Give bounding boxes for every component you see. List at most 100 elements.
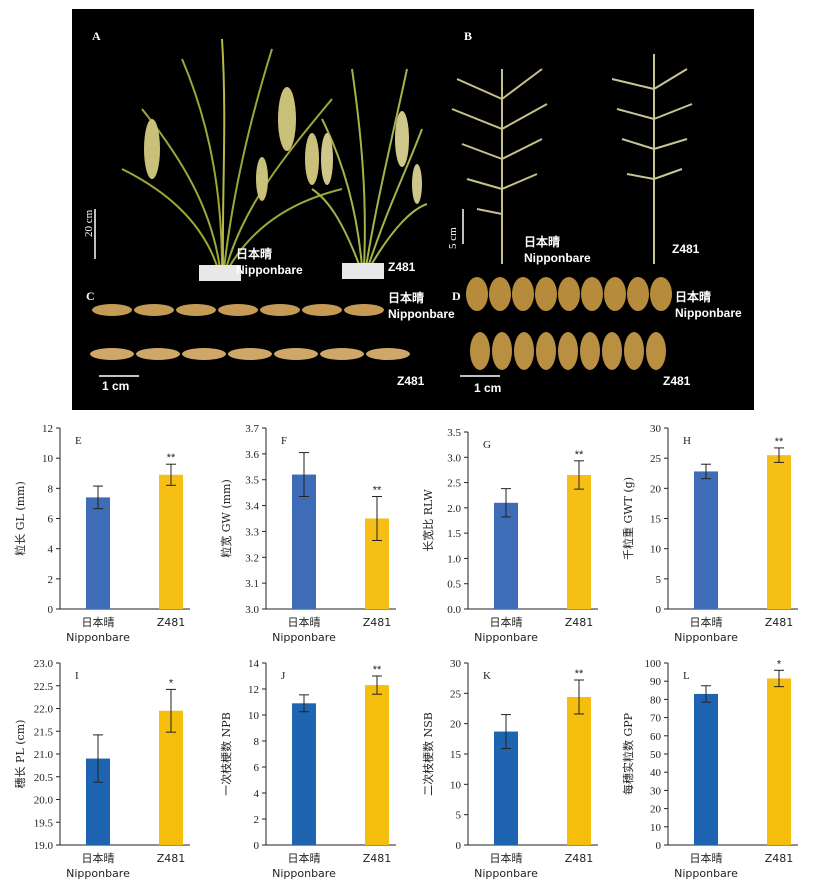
label-a-z481: Z481	[388, 260, 416, 274]
chart-j-y-axis-label: 一次枝梗数 NPB	[219, 712, 233, 796]
chart-l-ytick-label: 0	[656, 840, 662, 852]
grains-width-nipponbare-image	[466, 277, 672, 311]
chart-j-x-tick-label: Z481	[363, 852, 392, 865]
chart-e-panel-label: E	[75, 435, 82, 447]
chart-f-ytick-label: 3.6	[245, 449, 259, 461]
chart-j-significance: **	[373, 664, 382, 676]
chart-k-ytick-label: 30	[450, 658, 462, 670]
chart-h-ytick-label: 5	[656, 574, 662, 586]
chart-k-ytick-label: 10	[450, 779, 462, 791]
chart-g-x-tick-label: Z481	[565, 616, 594, 629]
chart-k-y-axis-label: 二次枝梗数 NSB	[421, 712, 435, 796]
chart-k-x-tick-label: Nipponbare	[474, 867, 538, 880]
chart-j-bar-z481	[365, 685, 389, 845]
chart-i-panel-label: I	[75, 670, 79, 682]
chart-j-ytick-label: 6	[254, 762, 260, 774]
label-d-z481: Z481	[663, 374, 691, 388]
label-d-nipponbare-cn: 日本晴	[675, 290, 712, 304]
photo-artwork	[90, 38, 693, 377]
grains-length-nipponbare-image	[92, 304, 384, 316]
chart-k-x-tick-label: Z481	[565, 852, 594, 865]
chart-j-panel-label: J	[281, 670, 286, 682]
label-b-z481: Z481	[672, 242, 700, 256]
chart-e-ytick-label: 2	[48, 574, 54, 586]
chart-h-ytick-label: 30	[650, 423, 662, 435]
chart-g-panel-label: G	[483, 439, 491, 451]
chart-i-ytick-label: 19.0	[34, 840, 54, 852]
chart-g-ytick-label: 0.5	[447, 579, 461, 591]
chart-e-ytick-label: 4	[48, 544, 54, 556]
chart-h-bar-nipponbare	[694, 471, 718, 609]
chart-i-ytick-label: 22.0	[34, 704, 54, 716]
chart-i-y-axis-label: 穗长 PL (cm)	[14, 720, 27, 789]
panicle-z481-image	[611, 54, 693, 264]
chart-g-ytick-label: 3.0	[447, 452, 461, 464]
panel-label-a: A	[92, 29, 101, 43]
chart-g-ytick-label: 1.0	[447, 553, 461, 565]
chart-e-x-tick-label: Z481	[157, 616, 186, 629]
chart-f-x-tick-label: Nipponbare	[272, 631, 336, 644]
chart-f-ytick-label: 3.4	[245, 501, 259, 513]
chart-l-x-tick-label: Nipponbare	[674, 867, 738, 880]
chart-f-ytick-label: 3.2	[245, 552, 259, 564]
chart-l-panel-label: L	[683, 670, 690, 682]
chart-e-ytick-label: 12	[42, 423, 53, 435]
chart-j-bar-nipponbare	[292, 703, 316, 845]
chart-l-ytick-label: 50	[650, 749, 662, 761]
chart-f-x-tick-label: Z481	[363, 616, 392, 629]
grains-length-z481-image	[90, 348, 410, 360]
chart-i-x-tick-label: Nipponbare	[66, 867, 130, 880]
chart-g-ytick-label: 3.5	[447, 427, 461, 439]
panicle-nipponbare-image	[451, 68, 548, 264]
chart-k-bar-z481	[567, 696, 591, 845]
chart-h-x-tick-label: Z481	[765, 616, 794, 629]
chart-i-ytick-label: 20.0	[34, 795, 54, 807]
chart-e-ytick-label: 6	[48, 514, 54, 526]
chart-l-bar-nipponbare	[694, 693, 718, 845]
chart-f-ytick-label: 3.3	[245, 526, 259, 538]
chart-g-x-tick-label: 日本晴	[490, 615, 523, 629]
chart-i-bar-z481	[159, 710, 183, 845]
chart-j-ytick-label: 0	[254, 840, 260, 852]
label-b-nipponbare-cn: 日本晴	[524, 235, 561, 249]
chart-k-x-tick-label: 日本晴	[490, 851, 523, 865]
chart-j-x-tick-label: 日本晴	[288, 851, 321, 865]
chart-l-bar-z481	[767, 678, 791, 845]
chart-i-ytick-label: 19.5	[34, 817, 54, 829]
chart-l-ytick-label: 90	[650, 676, 662, 688]
panel-label-c: C	[86, 289, 95, 303]
chart-e-x-tick-label: 日本晴	[82, 615, 115, 629]
label-c-nipponbare-en: Nipponbare	[388, 307, 455, 321]
chart-k-ytick-label: 15	[450, 749, 462, 761]
panel-label-d: D	[452, 289, 461, 303]
chart-e-bar-nipponbare	[86, 497, 110, 609]
chart-g-ytick-label: 1.5	[447, 528, 461, 540]
chart-h-panel-label: H	[683, 435, 691, 447]
plant-z481-image	[311, 68, 428, 268]
chart-i-ytick-label: 20.5	[34, 772, 54, 784]
chart-k-ytick-label: 25	[450, 688, 462, 700]
chart-g-y-axis-label: 长宽比 RLW	[421, 489, 435, 552]
chart-l-ytick-label: 70	[650, 713, 662, 725]
chart-g-ytick-label: 2.5	[447, 478, 461, 490]
photo-panel: A 20 cm 日本晴 Nipponbare Z481 B 5 cm 日本晴 N…	[72, 9, 754, 410]
chart-f-ytick-label: 3.5	[245, 475, 259, 487]
chart-j-ytick-label: 2	[254, 814, 260, 826]
chart-h-x-tick-label: Nipponbare	[674, 631, 738, 644]
chart-h-ytick-label: 15	[650, 514, 662, 526]
chart-i-ytick-label: 21.0	[34, 749, 54, 761]
chart-h-significance: **	[775, 436, 784, 448]
chart-l-ytick-label: 10	[650, 822, 662, 834]
chart-h-y-axis-label: 千粒重 GWT (g)	[621, 477, 635, 560]
chart-e-bar-z481	[159, 474, 183, 609]
chart-g-bar-z481	[567, 474, 591, 609]
chart-h-ytick-label: 25	[650, 453, 662, 465]
chart-h-ytick-label: 20	[650, 483, 662, 495]
chart-l-x-tick-label: Z481	[765, 852, 794, 865]
chart-i-significance: *	[169, 677, 174, 689]
chart-j-ytick-label: 12	[248, 684, 259, 696]
label-d-nipponbare-en: Nipponbare	[675, 306, 742, 320]
label-c-nipponbare-cn: 日本晴	[388, 291, 425, 305]
chart-l-ytick-label: 20	[650, 804, 662, 816]
